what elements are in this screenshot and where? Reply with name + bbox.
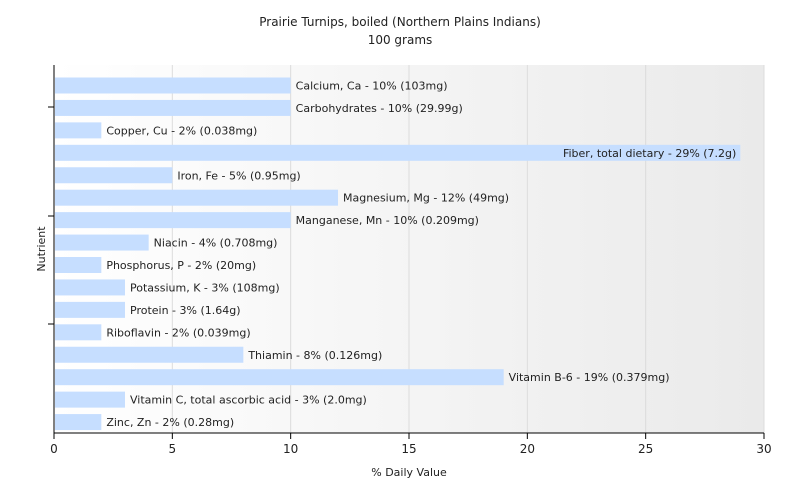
bar bbox=[55, 212, 291, 229]
x-tick-label: 15 bbox=[401, 442, 416, 456]
x-tick-label: 5 bbox=[169, 442, 177, 456]
bar bbox=[55, 346, 244, 363]
bar bbox=[55, 167, 173, 184]
bar bbox=[55, 189, 338, 206]
bar-label: Manganese, Mn - 10% (0.209mg) bbox=[296, 214, 479, 227]
bar-label: Niacin - 4% (0.708mg) bbox=[154, 237, 278, 250]
x-ticks-group: 0 5 10 15 20 25 30 bbox=[50, 433, 772, 456]
bar-label: Copper, Cu - 2% (0.038mg) bbox=[106, 124, 257, 137]
bar bbox=[55, 279, 125, 296]
bar-label: Fiber, total dietary - 29% (7.2g) bbox=[563, 147, 736, 160]
bar-label: Riboflavin - 2% (0.039mg) bbox=[106, 326, 250, 339]
bar bbox=[55, 324, 102, 341]
bars-group bbox=[55, 77, 741, 431]
bar bbox=[55, 144, 741, 161]
bar bbox=[55, 391, 125, 408]
x-tick-label: 25 bbox=[638, 442, 653, 456]
bar-label: Thiamin - 8% (0.126mg) bbox=[247, 349, 382, 362]
y-axis-label: Nutrient bbox=[35, 226, 48, 272]
bar-label: Carbohydrates - 10% (29.99g) bbox=[296, 102, 463, 115]
x-tick-label: 10 bbox=[283, 442, 298, 456]
bar bbox=[55, 414, 102, 431]
bar-label: Magnesium, Mg - 12% (49mg) bbox=[343, 192, 509, 205]
bar-labels-group: Calcium, Ca - 10% (103mg) Carbohydrates -… bbox=[106, 80, 736, 430]
bar-label: Protein - 3% (1.64g) bbox=[130, 304, 241, 317]
x-tick-label: 20 bbox=[520, 442, 535, 456]
bar-label: Phosphorus, P - 2% (20mg) bbox=[106, 259, 256, 272]
bar-label: Calcium, Ca - 10% (103mg) bbox=[296, 80, 448, 93]
grid-lines bbox=[171, 65, 765, 433]
bar bbox=[55, 77, 291, 94]
bar-label: Iron, Fe - 5% (0.95mg) bbox=[177, 169, 300, 182]
bar-label: Vitamin B-6 - 19% (0.379mg) bbox=[509, 371, 670, 384]
bar bbox=[55, 99, 291, 116]
x-axis-label: % Daily Value bbox=[371, 466, 447, 479]
bar-label: Zinc, Zn - 2% (0.28mg) bbox=[106, 416, 234, 429]
bar bbox=[55, 369, 504, 386]
bar-label: Vitamin C, total ascorbic acid - 3% (2.0… bbox=[130, 394, 367, 407]
bar-label: Potassium, K - 3% (108mg) bbox=[130, 281, 280, 294]
bar bbox=[55, 234, 149, 251]
x-tick-label: 30 bbox=[756, 442, 771, 456]
bar bbox=[55, 257, 102, 273]
chart-title: Prairie Turnips, boiled (Northern Plains… bbox=[259, 15, 541, 29]
bar bbox=[55, 301, 125, 318]
chart-subtitle: 100 grams bbox=[368, 33, 433, 47]
bar bbox=[55, 122, 102, 139]
x-tick-label: 0 bbox=[50, 442, 58, 456]
